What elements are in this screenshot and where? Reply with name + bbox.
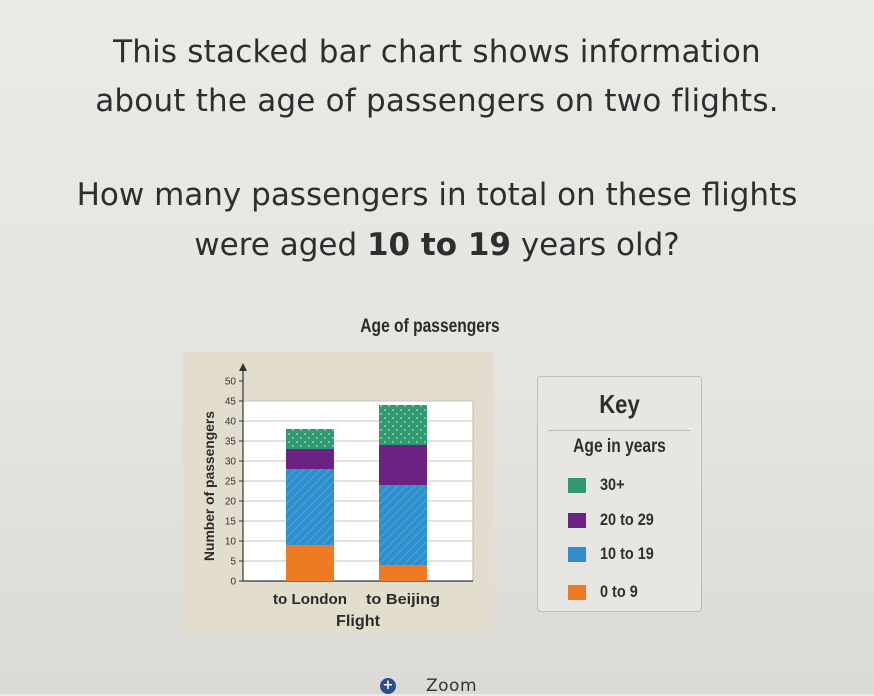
y-tick-label: 35 <box>225 437 237 448</box>
stacked-bar-chart: 0 5 10 15 20 25 30 35 40 45 50 to London to Beijing F… <box>201 363 474 630</box>
y-tick-label: 45 <box>225 397 237 408</box>
question-line-4: were aged 10 to 19 years old? <box>0 220 874 270</box>
y-axis-title: Number of passengers <box>201 411 217 561</box>
y-tick-label: 25 <box>225 477 237 488</box>
plus-circle-icon: + <box>380 678 396 694</box>
bar-segment-to-beijing-3 <box>379 405 427 445</box>
y-tick-label: 30 <box>225 457 237 468</box>
question-prompt: How many passengers in total on these fl… <box>0 170 874 270</box>
legend-swatch-10to19 <box>568 546 586 562</box>
y-tick-label: 0 <box>230 577 236 588</box>
x-tick-label: to Beijing <box>366 591 440 608</box>
question-line-4-post: years old? <box>510 227 680 263</box>
question-line-3: How many passengers in total on these fl… <box>76 177 798 213</box>
legend-label-20to29: 20 to 29 <box>600 510 654 529</box>
legend-title: Key <box>599 389 640 419</box>
legend-box: Key Age in years 30+ 20 to 29 10 to 19 0… <box>537 376 702 612</box>
legend-subtitle: Age in years <box>573 436 666 457</box>
y-tick-label: 20 <box>225 497 237 508</box>
question-intro: This stacked bar chart shows information… <box>0 28 874 126</box>
question-line-2: about the age of passengers on two fligh… <box>95 83 779 119</box>
legend-swatch-20to29 <box>568 512 586 528</box>
question-line-4-bold: 10 to 19 <box>366 227 511 263</box>
bar-segment-to-beijing-2 <box>379 445 427 485</box>
x-axis-title: Flight <box>336 613 381 630</box>
legend-label-10to19: 10 to 19 <box>600 544 654 563</box>
bar-segment-to-beijing-0 <box>379 565 427 581</box>
y-tick-label: 40 <box>225 417 237 428</box>
bar-segment-to-london-0 <box>286 545 334 581</box>
legend-item-0to9: 0 to 9 <box>568 582 644 602</box>
x-tick-label: to London <box>273 591 347 608</box>
zoom-button[interactable]: + Zoom <box>380 676 477 696</box>
bar-segment-to-london-2 <box>286 449 334 469</box>
y-tick-label: 50 <box>225 377 237 388</box>
question-line-4-pre: were aged <box>194 227 367 263</box>
bar-segment-to-beijing-1 <box>379 485 427 565</box>
legend-swatch-30plus <box>568 477 586 493</box>
legend-item-30plus: 30+ <box>568 475 629 495</box>
y-tick-label: 15 <box>225 517 237 528</box>
plot-background <box>243 401 473 581</box>
legend-swatch-0to9 <box>568 584 586 600</box>
y-axis-arrow <box>239 363 247 371</box>
y-tick-label: 5 <box>230 557 236 568</box>
bar-segment-to-london-1 <box>286 469 334 545</box>
legend-label-30plus: 30+ <box>600 475 625 494</box>
legend-label-0to9: 0 to 9 <box>600 582 638 601</box>
question-line-1: This stacked bar chart shows information <box>113 34 761 70</box>
legend-item-10to19: 10 to 19 <box>568 544 663 564</box>
zoom-label: Zoom <box>426 676 478 696</box>
bar-segment-to-london-3 <box>286 429 334 449</box>
y-tick-label: 10 <box>225 537 237 548</box>
legend-item-20to29: 20 to 29 <box>568 510 663 530</box>
legend-divider <box>548 430 691 431</box>
chart-title: Age of passengers <box>360 316 500 337</box>
